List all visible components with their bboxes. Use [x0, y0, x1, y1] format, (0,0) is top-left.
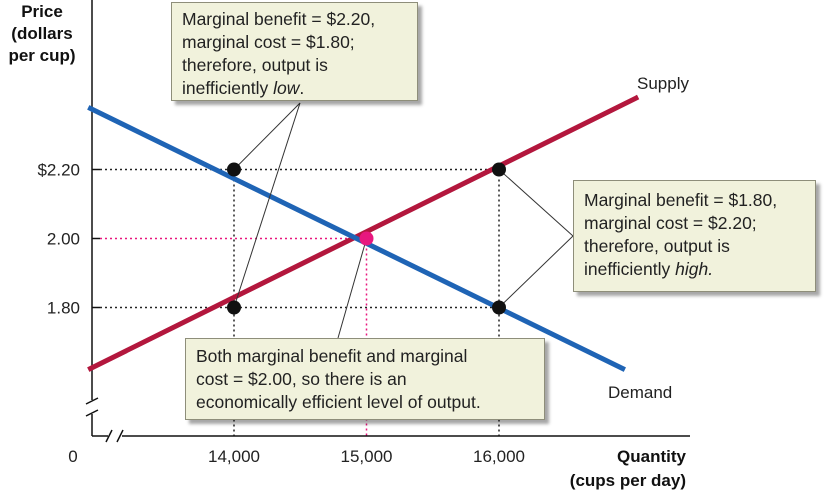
annotation-efficient-output: Both marginal benefit and marginal cost … — [185, 338, 545, 420]
x-axis-break-2 — [116, 429, 124, 443]
dotted-guides — [100, 168, 500, 436]
y-axis-break-1 — [85, 397, 99, 405]
point-2 — [492, 162, 506, 177]
annotation-low-line-3: therefore, output is — [182, 55, 328, 75]
annotation-high-output: Marginal benefit = $1.80, marginal cost … — [573, 180, 816, 292]
demand-curve — [87, 105, 626, 372]
y-axis-title-0: Price — [21, 2, 63, 21]
axes — [85, 0, 690, 443]
y-axis-title-2: per cup) — [8, 46, 75, 65]
annotation-low-line-1: Marginal benefit = $2.20, — [182, 9, 376, 29]
axis-labels: $2.20 2.00 1.80 14,000 15,000 16,000 0 Price (do… — [8, 2, 689, 490]
annotation-low-output: Marginal benefit = $2.20, marginal cost … — [171, 2, 418, 101]
point-3 — [492, 300, 506, 315]
x-axis-title-0: Quantity — [617, 447, 686, 466]
annotation-efficient-line-3: economically efficient level of output. — [196, 392, 481, 412]
x-tick-label-2: 16,000 — [473, 447, 525, 466]
annotation-high-line-4: inefficiently high. — [584, 259, 714, 279]
y-tick-label-1: 2.00 — [47, 230, 80, 249]
annotation-low-line-4: inefficiently low. — [182, 78, 305, 98]
point-1 — [227, 300, 241, 315]
y-axis-title-1: (dollars — [11, 24, 72, 43]
y-tick-label-0: $2.20 — [37, 161, 80, 180]
demand-label: Demand — [608, 383, 672, 402]
annotation-high-line-2: marginal cost = $2.20; — [584, 213, 757, 233]
point-0 — [227, 162, 241, 177]
annotation-low-line-2: marginal cost = $1.80; — [182, 32, 355, 52]
x-axis-break-1 — [105, 429, 113, 443]
y-tick-label-2: 1.80 — [47, 299, 80, 318]
annotation-high-line-3: therefore, output is — [584, 236, 730, 256]
annotation-efficient-line-1: Both marginal benefit and marginal — [196, 346, 468, 366]
y-axis-break-2 — [85, 409, 99, 417]
x-tick-label-0: 14,000 — [208, 447, 260, 466]
leader-low-to-lower-point — [233, 102, 301, 308]
origin-label: 0 — [68, 447, 77, 466]
leader-lines — [233, 102, 574, 339]
annotation-high-line-1: Marginal benefit = $1.80, — [584, 190, 778, 210]
leader-efficient-to-point — [337, 238, 367, 339]
x-axis-title-1: (cups per day) — [570, 471, 686, 490]
data-points — [227, 162, 506, 315]
x-tick-label-1: 15,000 — [341, 447, 393, 466]
point-4 — [359, 231, 374, 246]
leader-high-to-lower-point — [498, 235, 574, 308]
annotation-efficient-line-2: cost = $2.00, so there is an — [196, 369, 407, 389]
leader-low-to-upper-point — [233, 102, 301, 170]
leader-high-to-upper-point — [498, 169, 574, 237]
supply-label: Supply — [637, 74, 689, 93]
